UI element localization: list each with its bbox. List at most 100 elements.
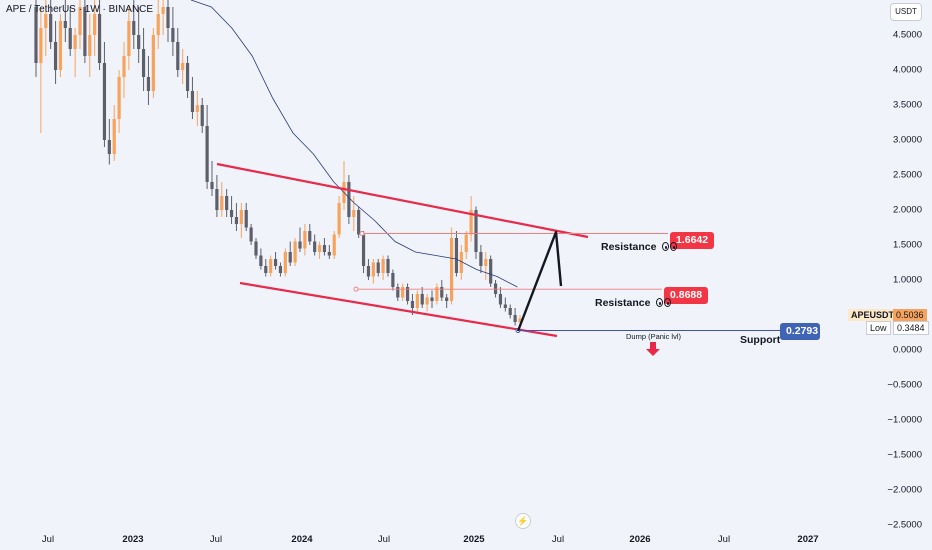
candle-body	[44, 14, 48, 28]
drawing-layer	[216, 162, 780, 356]
candle-body	[269, 259, 273, 273]
candle-body	[58, 21, 63, 70]
candle-body	[97, 14, 102, 63]
candle-body	[78, 7, 82, 35]
candle-body	[327, 252, 331, 256]
projection-path	[516, 230, 563, 332]
candle-body	[293, 241, 297, 263]
low-tag: Low	[866, 321, 891, 335]
price-tick-label: 2.0000	[892, 204, 922, 216]
candle-body	[146, 77, 151, 91]
candle-body	[322, 245, 327, 252]
candle-body	[239, 210, 243, 224]
candle-body	[181, 63, 185, 70]
candle-body	[430, 297, 434, 301]
candle-body	[396, 287, 400, 298]
candle-body	[313, 241, 317, 252]
candle-body	[420, 294, 424, 305]
candle-body	[122, 56, 126, 77]
candle-body	[156, 14, 160, 35]
eyes-icon	[655, 297, 672, 309]
candle-body	[88, 35, 92, 56]
currency-selector[interactable]: USDT	[890, 3, 922, 21]
candle-body	[386, 259, 390, 273]
candle-body	[137, 35, 141, 49]
candle-body	[264, 266, 268, 273]
support-label: Support	[740, 334, 781, 346]
price-tick-label: −1.0000	[887, 414, 922, 426]
candle-body	[176, 42, 180, 70]
candle-body	[220, 196, 224, 210]
candle-body	[381, 259, 385, 273]
candle-body	[215, 189, 219, 210]
time-tick-label: Jul	[41, 534, 55, 545]
price-tick-label: −0.5000	[887, 379, 922, 391]
candle-body	[332, 234, 336, 256]
candle-body	[234, 217, 239, 224]
current-price-tag: 0.5036	[893, 309, 927, 321]
candle-body	[435, 287, 439, 301]
time-tick-label: Jul	[209, 534, 223, 545]
price-tick-label: 4.5000	[892, 29, 922, 41]
candle-body	[317, 245, 322, 252]
time-tick-label: 2027	[797, 534, 819, 545]
candle-body	[425, 297, 429, 305]
candle-body	[298, 241, 302, 249]
support-badge: 0.2793	[780, 323, 820, 340]
candle-body	[303, 231, 307, 249]
candle-body	[503, 304, 507, 308]
candle-body	[83, 7, 87, 56]
candle-body	[410, 301, 415, 308]
dump-label: Dump (Panic lvl)	[626, 332, 682, 341]
resistance-1-badge: 1.6642	[670, 232, 715, 249]
channel-lower-line	[239, 281, 558, 338]
dump-arrow-icon	[646, 342, 660, 356]
candle-body	[249, 227, 253, 242]
chart-title: APE / TetherUS · 1W · BINANCE	[6, 4, 154, 15]
candle-body	[449, 238, 454, 301]
candle-body	[288, 252, 292, 263]
candle-body	[141, 49, 146, 77]
replay-icon[interactable]: ⚡	[515, 513, 531, 529]
candle-body	[405, 287, 410, 301]
candle-body	[200, 105, 204, 126]
eyes-icon	[661, 241, 678, 253]
time-tick-label: 2025	[463, 534, 485, 545]
candle-body	[132, 21, 136, 35]
candle-body	[195, 105, 199, 112]
candle-body	[171, 28, 175, 42]
candle-body	[151, 35, 155, 91]
candle-body	[190, 91, 195, 112]
candle-body	[161, 7, 165, 14]
candle-body	[401, 287, 405, 298]
candle-body	[205, 126, 209, 182]
price-tick-label: 3.0000	[892, 134, 922, 146]
candle-body	[254, 241, 258, 256]
price-tick-label: 3.5000	[892, 99, 922, 111]
price-tick-label: −2.5000	[887, 519, 922, 531]
candle-body	[73, 35, 77, 49]
candle-body	[166, 7, 170, 28]
price-tick-label: 0.0000	[892, 344, 922, 356]
moving-average-line	[190, 0, 518, 288]
price-tick-label: 4.0000	[892, 64, 922, 76]
price-tick-label: −1.5000	[887, 449, 922, 461]
candle-body	[464, 234, 468, 252]
candle-body	[498, 294, 503, 305]
candle-body	[244, 210, 248, 228]
candle-body	[469, 210, 473, 235]
anchor-point	[359, 231, 365, 237]
candle-body	[357, 210, 361, 235]
candle-body	[63, 21, 67, 28]
price-tick-label: 2.5000	[892, 169, 922, 181]
resistance-1-label: Resistance	[601, 241, 678, 253]
candle-body	[371, 262, 375, 277]
candle-body	[112, 119, 116, 154]
candle-body	[273, 259, 278, 266]
candle-body	[513, 315, 517, 322]
candle-body	[361, 234, 366, 266]
candle-body	[445, 297, 449, 301]
candle-body	[229, 210, 234, 217]
candle-body	[34, 7, 38, 63]
